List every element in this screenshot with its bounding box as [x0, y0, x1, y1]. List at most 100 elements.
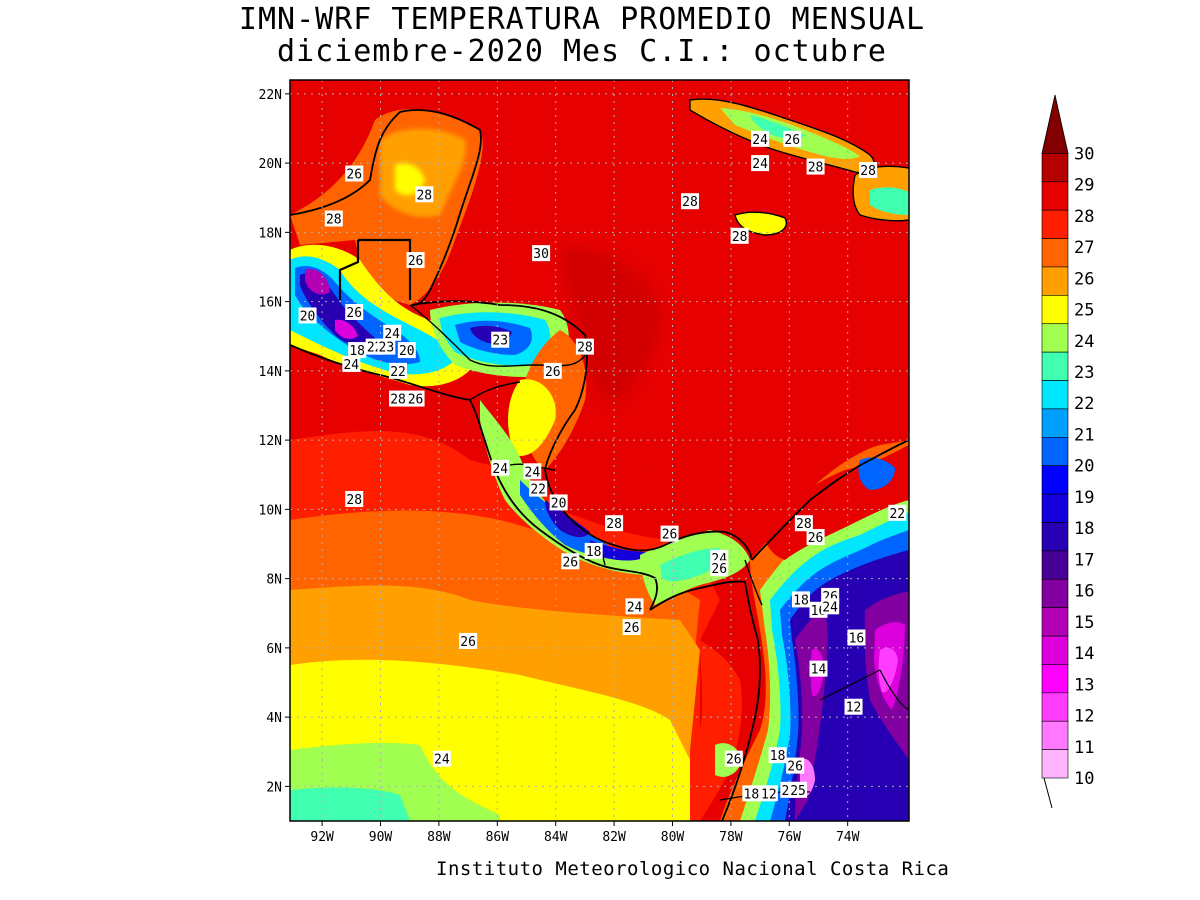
- contour-label-text: 26: [408, 393, 424, 408]
- contour-label: 12: [844, 698, 863, 716]
- lat-tick-label: 14N: [259, 365, 282, 380]
- contour-label: 30: [532, 245, 551, 262]
- contour-label: 26: [710, 560, 729, 577]
- contour-label-text: 30: [533, 247, 549, 262]
- contour-label: 26: [543, 362, 562, 380]
- contour-label-text: 18: [744, 787, 760, 802]
- contour-label-text: 26: [808, 531, 824, 546]
- colorbar-segment: [1041, 153, 1069, 183]
- contour-label-text: 22: [390, 365, 406, 380]
- contour-label-text: 18: [770, 749, 786, 764]
- colorbar-label: 10: [1074, 769, 1094, 789]
- colorbar-segment: [1041, 607, 1069, 637]
- contour-label: 28: [730, 227, 749, 245]
- contour-label: 26: [561, 553, 580, 570]
- colorbar-segment: [1041, 408, 1069, 438]
- colorbar-segment: [1041, 351, 1069, 381]
- graticule: [290, 80, 909, 821]
- colorbar-label: 20: [1074, 457, 1094, 477]
- contour-label-text: 26: [545, 365, 561, 380]
- contour-label: 28: [324, 210, 343, 228]
- contour-label: 26: [783, 130, 802, 148]
- colorbar-label: 18: [1074, 519, 1094, 539]
- contour-label: 28: [681, 193, 700, 210]
- colorbar-segment: [1041, 664, 1069, 694]
- contour-label: 24: [751, 155, 770, 172]
- colorbar-segment: [1041, 749, 1069, 779]
- contour-label: 28: [415, 186, 434, 203]
- contour-label: 28: [859, 162, 878, 179]
- contour-label-text: 26: [662, 528, 678, 543]
- lon-tick-label: 82W: [602, 830, 626, 845]
- contour-label: 28: [575, 338, 594, 356]
- contour-label-text: 26: [346, 167, 362, 182]
- contour-label-text: 12: [846, 701, 862, 716]
- contour-label-text: 26: [784, 133, 800, 148]
- lat-tick-label: 8N: [266, 573, 282, 588]
- contour-label-text: 12: [761, 787, 777, 802]
- contour-label: 26: [406, 252, 425, 269]
- contour-label: 26: [786, 757, 805, 775]
- contour-label-text: 26: [460, 635, 476, 650]
- contour-label: 24: [491, 459, 510, 477]
- colorbar-segment: [1041, 295, 1069, 325]
- lon-tick-label: 84W: [544, 830, 568, 845]
- colorbar-segment: [1041, 578, 1069, 608]
- contour-label: 24: [383, 324, 402, 342]
- contour-label: 28: [794, 515, 813, 532]
- contour-label: 22: [529, 480, 548, 498]
- contour-label: 26: [622, 619, 641, 636]
- lon-tick-label: 80W: [661, 830, 685, 845]
- contour-label: 20: [397, 342, 416, 359]
- contour-label-text: 23: [379, 341, 395, 356]
- contour-label-text: 24: [525, 465, 541, 480]
- colorbar-label: 29: [1074, 176, 1094, 196]
- contour-label: 20: [549, 494, 568, 511]
- contour-label: 22: [389, 362, 408, 380]
- contour-label-text: 25: [790, 784, 806, 799]
- colorbar-segment: [1041, 635, 1069, 665]
- contour-label: 24: [523, 463, 542, 480]
- lon-tick-label: 86W: [486, 830, 510, 845]
- contour-label-text: 26: [624, 621, 640, 636]
- colorbar-segment: [1041, 181, 1069, 211]
- contour-label: 25: [789, 781, 808, 799]
- colorbar-label: 13: [1074, 675, 1094, 695]
- contour-label: 18: [348, 342, 367, 359]
- contour-label: 18: [768, 747, 787, 764]
- contour-label: 24: [751, 130, 770, 148]
- colorbar-segment: [1041, 266, 1069, 296]
- colorbar-label: 11: [1074, 738, 1094, 758]
- colorbar-label: 21: [1074, 425, 1094, 445]
- map-frame: [289, 79, 910, 822]
- lat-tick-label: 6N: [266, 642, 282, 657]
- contour-label-text: 18: [349, 344, 365, 359]
- map-title-line2: diciembre-2020 Mes C.I.: octubre: [277, 34, 887, 69]
- contour-label: 28: [345, 490, 364, 508]
- contour-label-text: 22: [889, 507, 905, 522]
- contour-label-text: 28: [682, 195, 698, 210]
- contour-label-text: 24: [752, 133, 768, 148]
- contour-label: 24: [625, 598, 644, 615]
- contour-label-text: 24: [752, 157, 768, 172]
- contour-label-text: 28: [346, 493, 362, 508]
- map-title-line1: IMN-WRF TEMPERATURA PROMEDIO MENSUAL: [238, 2, 926, 37]
- colorbar-label: 17: [1074, 550, 1094, 570]
- contour-label-text: 18: [793, 593, 809, 608]
- colorbar-segment: [1041, 692, 1069, 722]
- colorbar-label: 19: [1074, 488, 1094, 508]
- colorbar-label: 15: [1074, 613, 1094, 633]
- colorbar-label: 26: [1074, 269, 1094, 289]
- lat-tick-label: 20N: [259, 157, 282, 172]
- contour-label: 18: [742, 785, 761, 802]
- contour-label-text: 26: [408, 254, 424, 269]
- colorbar-label: 12: [1074, 707, 1094, 727]
- lon-tick-label: 76W: [778, 830, 802, 845]
- contour-label-text: 23: [492, 334, 508, 349]
- contour-label-text: 26: [787, 760, 803, 775]
- contour-label-text: 28: [577, 341, 593, 356]
- contour-label-text: 28: [390, 393, 406, 408]
- contour-label: 26: [345, 303, 364, 321]
